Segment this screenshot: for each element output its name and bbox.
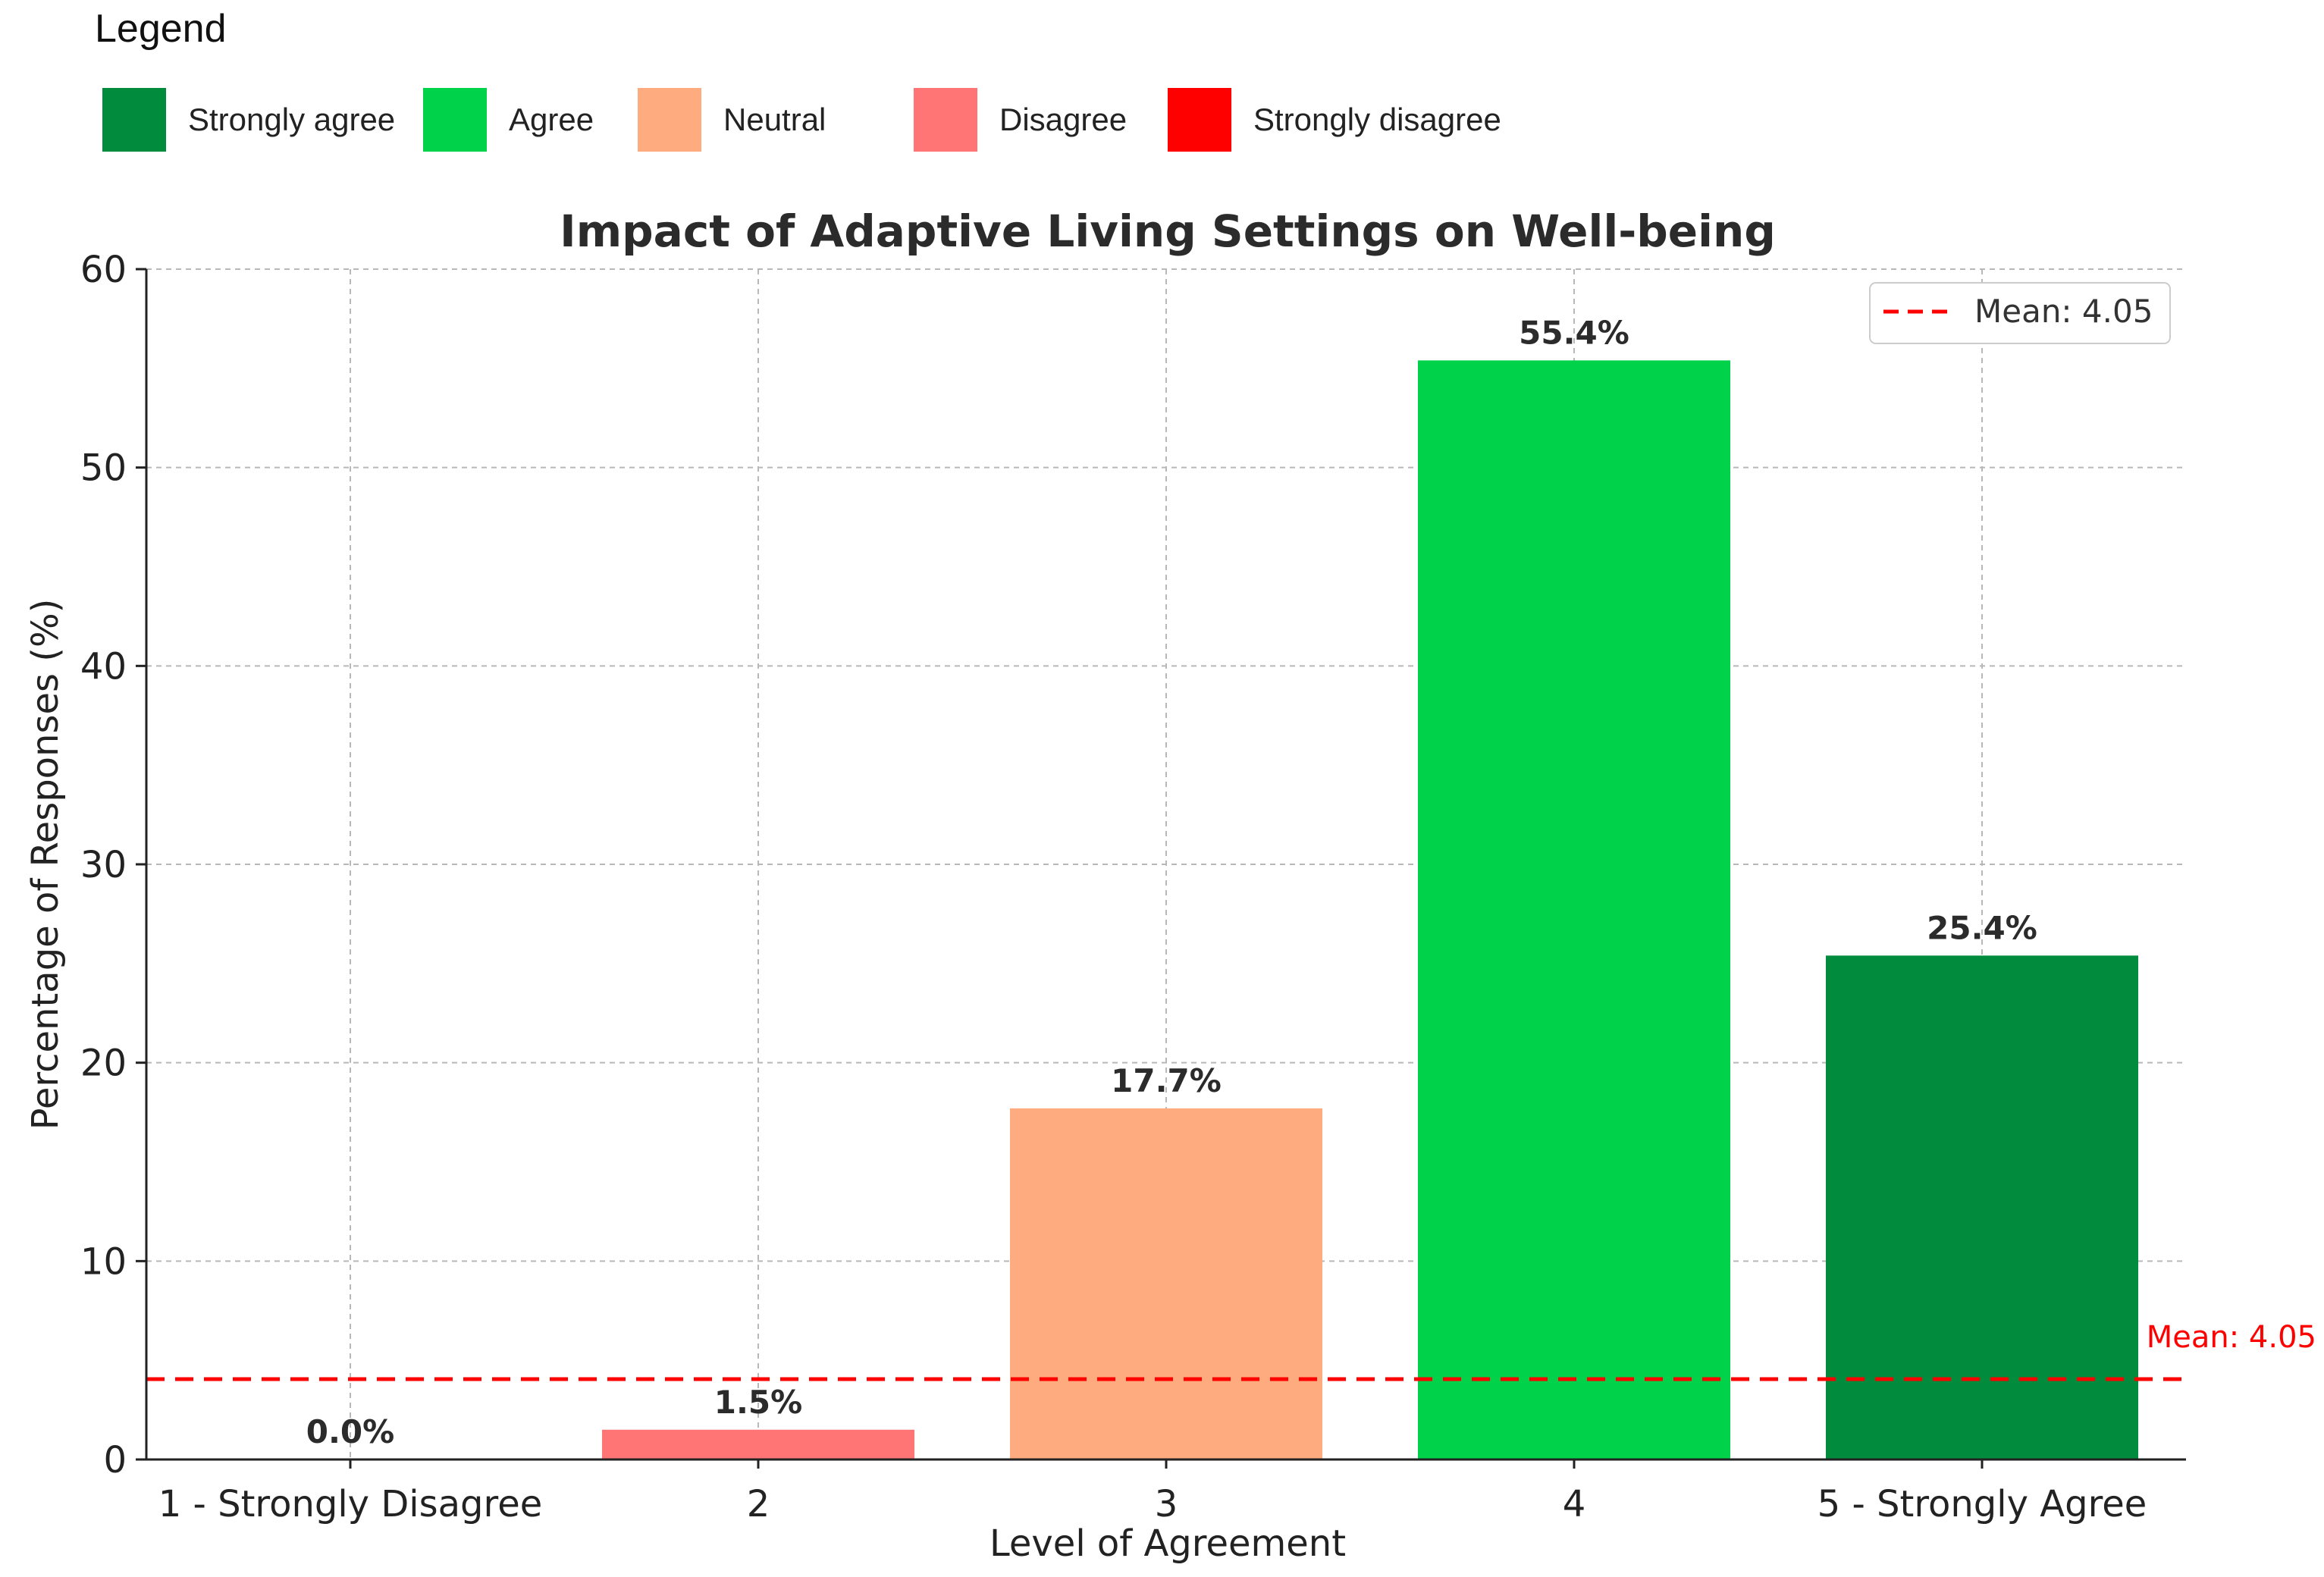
x-axis-label: Level of Agreement	[990, 1522, 1346, 1565]
mean-legend: Mean: 4.05	[1869, 282, 2171, 344]
bar-3	[1010, 1108, 1322, 1459]
data-label-1: 0.0%	[306, 1413, 394, 1450]
legend-label-5: Strongly disagree	[1253, 102, 1501, 137]
x-tick-label-3: 3	[1155, 1483, 1178, 1525]
legend-label-1: Strongly agree	[188, 102, 395, 137]
legend-label-3: Neutral	[723, 102, 826, 137]
data-labels: 0.0% 1.5% 17.7% 55.4% 25.4%	[306, 314, 2037, 1450]
data-label-4: 55.4%	[1519, 314, 1629, 351]
y-tick-label: 40	[80, 645, 127, 688]
legend-swatch-3	[638, 88, 701, 152]
x-tick-label-1: 1 - Strongly Disagree	[158, 1483, 543, 1525]
bars	[602, 360, 2138, 1459]
axes	[136, 268, 2186, 1469]
chart-title: Impact of Adaptive Living Settings on We…	[560, 205, 1776, 257]
legend-label-2: Agree	[509, 102, 594, 137]
category-legend: Legend Strongly agree Agree Neutral Disagre…	[95, 7, 1501, 152]
y-tick-label: 0	[103, 1439, 127, 1481]
mean-annotation: Mean: 4.05	[2147, 1320, 2316, 1355]
y-tick-label: 20	[80, 1042, 127, 1085]
y-tick-label: 30	[80, 844, 127, 886]
data-label-3: 17.7%	[1111, 1062, 1222, 1099]
bar-4	[1418, 360, 1730, 1459]
legend-swatch-5	[1168, 88, 1231, 152]
legend-swatch-4	[914, 88, 977, 152]
y-axis-label: Percentage of Responses (%)	[24, 599, 67, 1130]
legend-swatch-1	[102, 88, 166, 152]
x-tick-label-2: 2	[747, 1483, 770, 1525]
legend-swatch-2	[423, 88, 487, 152]
legend-label-4: Disagree	[999, 102, 1127, 137]
data-label-2: 1.5%	[714, 1384, 802, 1421]
bar-5	[1826, 955, 2138, 1459]
data-label-5: 25.4%	[1927, 909, 2037, 946]
y-tick-label: 50	[80, 447, 127, 490]
x-tick-label-5: 5 - Strongly Agree	[1817, 1483, 2147, 1525]
x-tick-label-4: 4	[1563, 1483, 1586, 1525]
legend-title: Legend	[95, 7, 227, 51]
mean-legend-label: Mean: 4.05	[1974, 293, 2153, 330]
bar-2	[602, 1429, 914, 1459]
y-tick-label: 10	[80, 1240, 127, 1283]
mean-legend-frame	[1869, 282, 2171, 344]
tick-labels: 0 10 20 30 40 50 60 1 - Strongly Disagree 2 3 4 5 -…	[80, 249, 2147, 1525]
y-tick-label: 60	[80, 249, 127, 291]
